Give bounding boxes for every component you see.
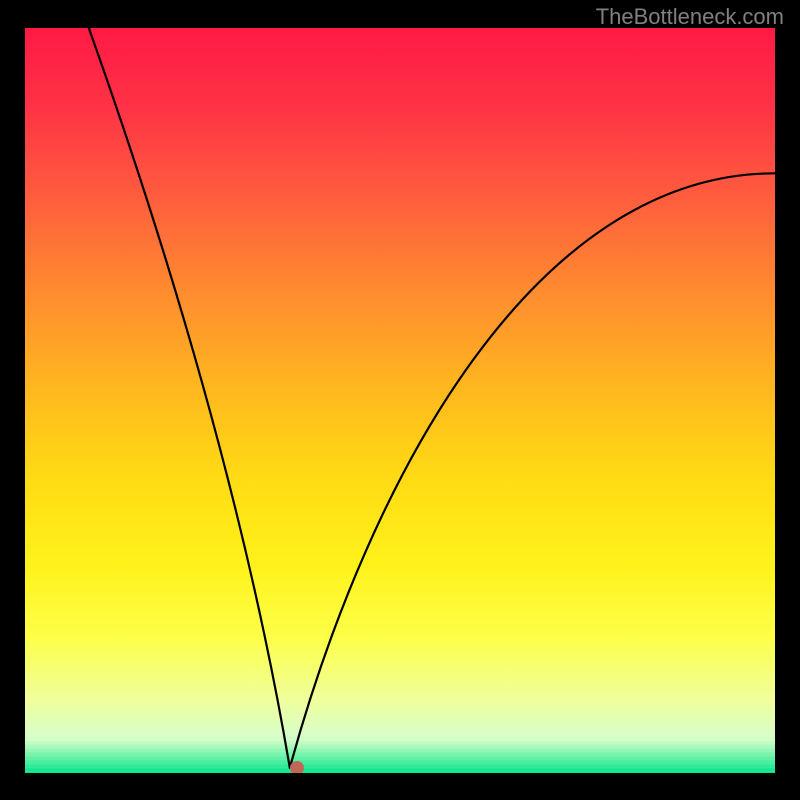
watermark-text: TheBottleneck.com: [596, 4, 784, 30]
bottleneck-curve: [25, 28, 775, 773]
plot-frame: [0, 0, 800, 800]
v-curve-path: [89, 28, 775, 768]
plot-area: [25, 28, 775, 773]
optimal-point-marker: [290, 761, 304, 773]
